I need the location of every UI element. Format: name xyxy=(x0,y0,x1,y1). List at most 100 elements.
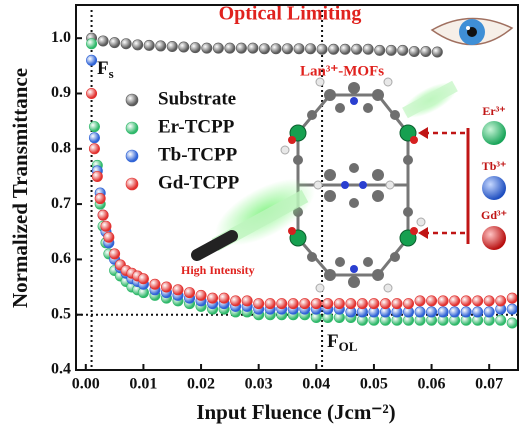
data-point xyxy=(230,295,242,307)
fs-sub: s xyxy=(109,66,114,81)
y-tick-label: 0.6 xyxy=(51,250,71,267)
data-point xyxy=(276,298,288,310)
data-point xyxy=(305,43,317,55)
data-point xyxy=(460,295,472,307)
data-point xyxy=(391,298,403,310)
fol-text: F xyxy=(327,331,339,352)
data-point xyxy=(362,43,374,55)
x-tick-label: 0.05 xyxy=(360,376,388,393)
plot-frame xyxy=(75,4,519,371)
data-point xyxy=(322,298,334,310)
data-point xyxy=(86,38,98,50)
data-point xyxy=(506,317,518,329)
laser-label: High Intensity xyxy=(181,263,255,277)
x-tick-label: 0.02 xyxy=(187,376,215,393)
data-point xyxy=(408,45,420,57)
legend-marker xyxy=(125,149,139,163)
data-point xyxy=(247,42,259,54)
legend-label: Tb-TCPP xyxy=(158,144,238,165)
data-point xyxy=(414,295,426,307)
mof-illustration xyxy=(280,77,426,293)
data-point xyxy=(483,295,495,307)
data-point xyxy=(333,298,345,310)
data-point xyxy=(120,38,132,50)
data-point xyxy=(483,306,495,318)
x-tick-label: 0.06 xyxy=(418,376,446,393)
data-point xyxy=(356,298,368,310)
data-point xyxy=(88,143,100,155)
data-point xyxy=(212,42,224,54)
data-point xyxy=(270,43,282,55)
data-point xyxy=(160,281,172,293)
fol-label: FOL xyxy=(327,331,358,354)
data-point xyxy=(299,298,311,310)
y-tick-label: 1.0 xyxy=(51,29,71,46)
legend-label: Substrate xyxy=(158,88,236,109)
data-point xyxy=(88,132,100,144)
data-point xyxy=(449,306,461,318)
data-point xyxy=(431,46,443,58)
data-point xyxy=(414,306,426,318)
eye-illustration xyxy=(430,17,514,46)
data-point xyxy=(235,42,247,54)
fs-text: F xyxy=(97,58,109,79)
data-point xyxy=(132,39,144,51)
data-point xyxy=(184,287,196,299)
data-point xyxy=(264,298,276,310)
legend-label: Er-TCPP xyxy=(158,116,235,137)
x-tick-label: 0.07 xyxy=(475,376,503,393)
plot-area xyxy=(76,10,518,370)
data-point xyxy=(379,298,391,310)
legend-marker xyxy=(125,177,139,191)
legend-label: Gd-TCPP xyxy=(158,172,240,193)
data-point xyxy=(316,43,328,55)
fol-sub: OL xyxy=(339,339,358,354)
data-point xyxy=(97,35,109,47)
data-point xyxy=(241,295,253,307)
data-point xyxy=(420,45,432,57)
data-point xyxy=(437,295,449,307)
data-point xyxy=(287,298,299,310)
data-point xyxy=(460,306,472,318)
chart-title: Optical Limiting xyxy=(219,3,362,25)
ion-label: Er³⁺ xyxy=(482,104,505,118)
y-tick-label: 0.8 xyxy=(51,139,71,156)
x-tick-label: 0.01 xyxy=(129,376,157,393)
data-point xyxy=(103,231,115,243)
data-point xyxy=(281,43,293,55)
data-point xyxy=(374,44,386,56)
data-point xyxy=(172,284,184,296)
data-point xyxy=(495,314,507,326)
data-point xyxy=(201,42,213,54)
data-point xyxy=(385,44,397,56)
ion-arrows xyxy=(418,127,470,244)
data-point xyxy=(166,40,178,52)
data-point xyxy=(351,43,363,55)
fs-label: Fs xyxy=(97,58,114,81)
data-point xyxy=(328,43,340,55)
data-point xyxy=(137,273,149,285)
data-point xyxy=(109,37,121,49)
data-point xyxy=(293,43,305,55)
data-point xyxy=(449,295,461,307)
data-point xyxy=(253,298,265,310)
data-point xyxy=(109,248,121,260)
y-tick-label: 0.5 xyxy=(51,305,71,322)
data-point xyxy=(339,43,351,55)
data-point xyxy=(143,39,155,51)
data-point xyxy=(91,170,103,182)
mof-label: Lan³⁺-MOFs xyxy=(300,63,384,79)
data-point xyxy=(88,121,100,133)
ion-spheres xyxy=(482,121,506,250)
x-tick-label: 0.04 xyxy=(302,376,330,393)
data-point xyxy=(258,43,270,55)
data-point xyxy=(310,298,322,310)
data-point xyxy=(207,292,219,304)
data-point xyxy=(426,306,438,318)
data-point xyxy=(472,306,484,318)
data-point xyxy=(368,298,380,310)
data-point xyxy=(397,44,409,56)
legend-marker xyxy=(125,121,139,135)
data-point xyxy=(195,289,207,301)
x-tick-label: 0.03 xyxy=(245,376,273,393)
